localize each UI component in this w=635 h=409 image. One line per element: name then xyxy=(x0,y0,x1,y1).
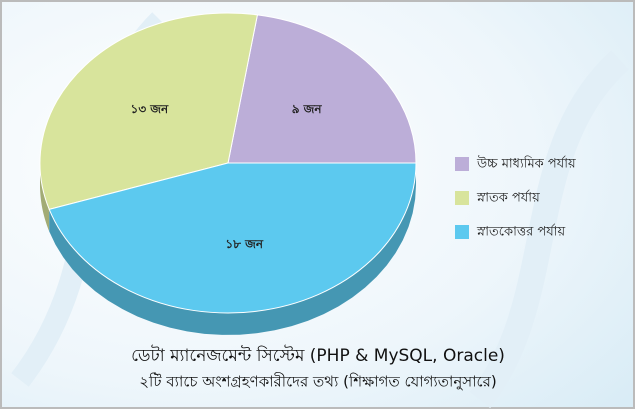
pie-slice xyxy=(227,14,417,164)
data-label: ৯ জন xyxy=(292,102,323,116)
legend-swatch xyxy=(455,157,469,171)
data-label: ১৮ জন xyxy=(225,237,263,251)
legend-label: উচ্চ মাধ্যমিক পর্যায় xyxy=(476,156,576,172)
decor xyxy=(469,50,629,409)
data-label: ১৩ জন xyxy=(131,102,170,116)
chart-subtitle: ২টি ব্যাচে অংশগ্রহণকারীদের তথ্য (শিক্ষাগ… xyxy=(139,373,496,391)
legend-swatch xyxy=(455,225,469,239)
legend-swatch xyxy=(455,191,469,205)
legend-label: স্নাতক পর্যায় xyxy=(476,190,540,206)
pie-slice xyxy=(48,162,417,314)
pie-slice xyxy=(39,12,259,210)
chart-title: ডেটা ম্যানেজমেন্ট সিস্টেম (PHP & MySQL, … xyxy=(131,345,505,366)
legend-label: স্নাতকোত্তর পর্যায় xyxy=(476,224,566,240)
